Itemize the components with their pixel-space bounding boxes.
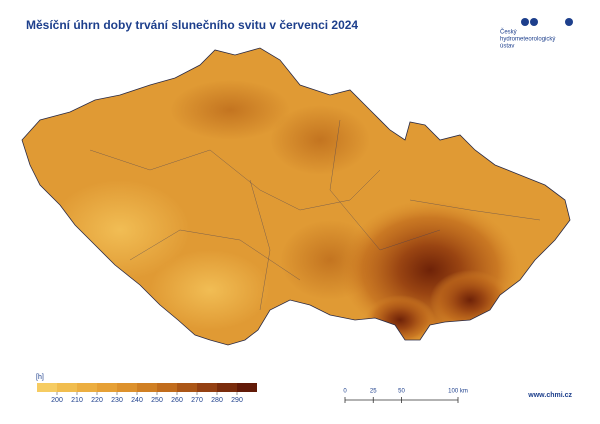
title: Měsíční úhrn doby trvání slunečního svit… [26,18,358,32]
logo-text: hydrometeorologický [500,37,555,43]
legend-swatch [57,383,77,392]
region-borders [89,119,541,311]
legend-swatch [217,383,237,392]
logo-dot [565,18,573,26]
legend-tick-label: 280 [211,397,223,404]
logo-text: Český [500,29,517,36]
dark-area [170,80,290,140]
url: www.chmi.cz [527,392,572,399]
scale-label: 0 [343,389,347,395]
dark-area [270,105,370,175]
legend-swatch [77,383,97,392]
logo-text: ústav [500,44,514,50]
legend-swatch [137,383,157,392]
light-area [150,250,270,330]
legend-tick-label: 220 [91,397,103,404]
legend-swatch [97,383,117,392]
legend-unit: [h] [36,374,44,381]
legend-tick-label: 270 [191,397,203,404]
legend: 200 210 220 230 240 250 260 270 280 290 [37,383,257,404]
scale-label: 25 [370,389,377,395]
legend-swatch [197,383,217,392]
legend-tick-label: 210 [71,397,83,404]
legend-tick-label: 200 [51,397,63,404]
legend-tick-label: 250 [151,397,163,404]
legend-tick-label: 290 [231,397,243,404]
scale-bar: 0 25 50 100 km [343,389,468,403]
logo-dot [521,18,529,26]
dark-area [365,295,435,345]
legend-tick-label: 230 [111,397,123,404]
legend-swatch [37,383,57,392]
logo-dot [530,18,538,26]
legend-swatch [237,383,257,392]
scale-label: 100 km [448,389,468,395]
dark-area [430,270,510,330]
legend-swatch [157,383,177,392]
scale-label: 50 [398,389,405,395]
map [21,47,571,346]
legend-swatch [117,383,137,392]
legend-swatch [177,383,197,392]
logo: Český hydrometeorologický ústav [500,18,573,50]
legend-tick-label: 260 [171,397,183,404]
legend-tick-label: 240 [131,397,143,404]
